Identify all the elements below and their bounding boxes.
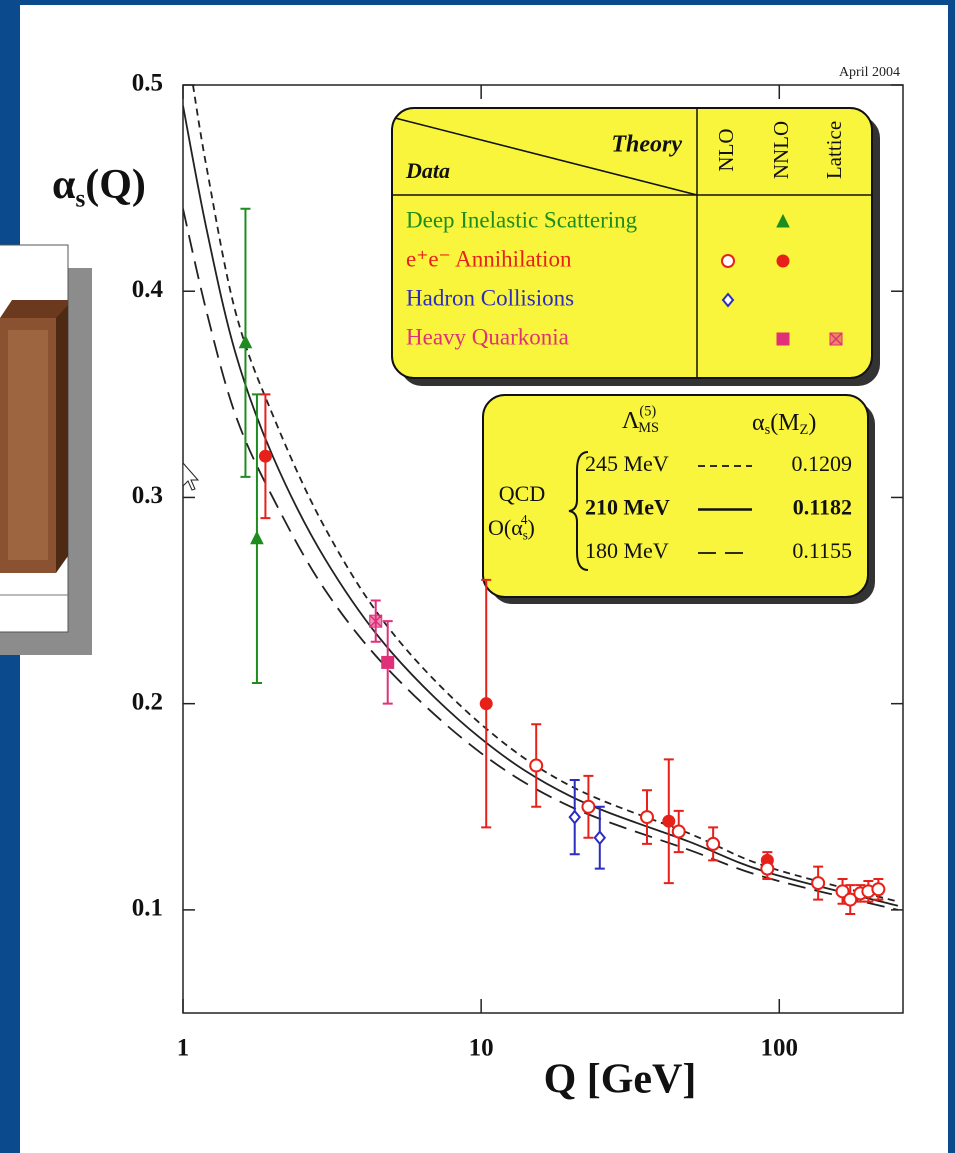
legend-column: Lattice xyxy=(822,121,846,179)
legend: Theory Data xyxy=(391,107,880,386)
legend-column: NNLO xyxy=(769,121,793,179)
marker xyxy=(811,876,826,891)
fit-header-alpha-part: Z xyxy=(800,422,809,438)
fit-order-part: 4 xyxy=(521,512,528,527)
fit-header-alpha-part: (M xyxy=(770,410,799,436)
fit-order-part: O(α xyxy=(488,515,523,540)
marker xyxy=(835,884,850,899)
fit-alpha: 0.1155 xyxy=(792,538,852,563)
fit-header-lambda-part: MS xyxy=(638,420,659,436)
marker xyxy=(258,449,272,463)
legend-marker xyxy=(721,254,735,268)
fit-header-lambda-part: (5) xyxy=(639,404,656,420)
legend-diagonal xyxy=(394,117,698,196)
legend-column: NLO xyxy=(714,128,738,171)
fit-header-alpha-part: s xyxy=(765,422,771,438)
marker xyxy=(479,697,493,711)
marker xyxy=(250,530,264,545)
fit-order: O(αs4) xyxy=(488,512,535,542)
y-axis-label-part: (Q) xyxy=(85,162,146,208)
y-axis-label-part: s xyxy=(75,185,85,212)
cube-top xyxy=(0,300,68,318)
y-tick-label: 0.3 xyxy=(132,482,163,509)
fit-header-lambda-part: Λ xyxy=(622,408,640,434)
fit-label: QCD xyxy=(499,481,545,506)
y-axis-label: αs(Q) xyxy=(52,162,146,213)
side-panel xyxy=(0,244,92,655)
fit-order-part: s xyxy=(523,528,528,543)
legend-data: Data xyxy=(405,158,450,183)
marker-cross xyxy=(369,614,383,628)
fit-header-lambda: Λ(5) MS xyxy=(622,404,659,437)
mouse-cursor xyxy=(182,461,200,491)
slide-border-right xyxy=(948,0,955,1153)
marker xyxy=(706,836,721,851)
marker xyxy=(529,758,544,773)
legend-label: Heavy Quarkonia xyxy=(406,324,569,349)
legend-marker xyxy=(776,254,790,268)
legend-marker xyxy=(776,213,790,228)
y-tick-label: 0.5 xyxy=(132,70,163,97)
marker xyxy=(760,861,775,876)
marker xyxy=(568,809,582,825)
marker xyxy=(238,334,253,349)
x-tick-label: 100 xyxy=(761,1035,799,1062)
legend-theory: Theory xyxy=(611,132,682,158)
fit-lambda: 180 MeV xyxy=(585,538,669,563)
y-axis-label-part: α xyxy=(52,162,76,208)
legend-label: e⁺e⁻ Annihilation xyxy=(406,246,572,271)
plot-frame xyxy=(182,84,904,1014)
legend-label: Deep Inelastic Scattering xyxy=(406,207,638,232)
cube-side xyxy=(56,305,68,573)
marker xyxy=(581,799,596,814)
marker-cross xyxy=(829,332,843,346)
fit-order-part: ) xyxy=(527,515,534,540)
y-tick-label: 0.4 xyxy=(132,276,164,303)
fit-curve xyxy=(183,105,899,907)
fit-brace xyxy=(568,451,589,571)
marker xyxy=(671,824,686,839)
legend-box xyxy=(391,107,873,379)
slide-border-top xyxy=(0,0,955,5)
marker xyxy=(843,892,858,907)
x-tick-label: 1 xyxy=(177,1035,190,1062)
data-points xyxy=(238,207,886,916)
y-tick-label: 0.1 xyxy=(132,895,163,922)
fit-header-alpha-part: α xyxy=(752,410,765,436)
x-axis-label: Q [GeV] xyxy=(544,1057,697,1103)
marker xyxy=(593,830,607,846)
fit-header-alpha: αs(MZ) xyxy=(752,410,816,439)
marker xyxy=(871,882,886,897)
legend-marker xyxy=(721,292,735,308)
marker xyxy=(639,810,654,825)
fit-alpha: 0.1209 xyxy=(792,451,853,476)
fit-header-alpha-part: ) xyxy=(808,410,816,436)
fit-legend-box xyxy=(482,394,869,598)
marker xyxy=(381,655,395,669)
x-tick-label: 10 xyxy=(469,1035,494,1062)
fit-legend: QCD xyxy=(482,394,875,604)
fit-alpha: 0.1182 xyxy=(793,495,852,520)
legend-label: Hadron Collisions xyxy=(406,285,574,310)
fit-lambda: 245 MeV xyxy=(585,451,669,476)
legend-marker xyxy=(776,332,790,346)
y-tick-label: 0.2 xyxy=(132,688,163,715)
cube-shade xyxy=(8,330,48,560)
fit-lambda: 210 MeV xyxy=(585,495,670,520)
annotation: April 2004 xyxy=(839,65,900,80)
marker xyxy=(662,814,676,828)
